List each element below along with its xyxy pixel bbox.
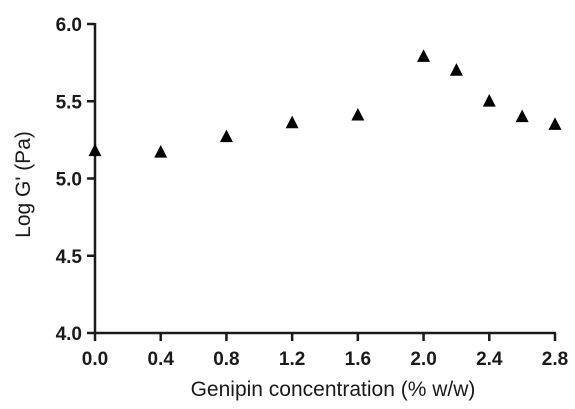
x-tick-label: 0.0 bbox=[82, 349, 108, 370]
y-tick-label: 5.0 bbox=[56, 170, 82, 191]
x-tick-label: 0.4 bbox=[148, 349, 175, 370]
data-point bbox=[219, 129, 233, 143]
data-point bbox=[154, 145, 168, 158]
data-point bbox=[482, 94, 496, 107]
x-tick-label: 2.0 bbox=[410, 349, 436, 370]
x-tick-label: 2.4 bbox=[476, 349, 503, 370]
x-tick-label: 1.2 bbox=[279, 349, 305, 370]
data-point bbox=[548, 117, 562, 130]
data-point bbox=[351, 107, 365, 121]
data-point bbox=[449, 63, 463, 76]
y-axis-title: Log G' (Pa) bbox=[12, 131, 35, 238]
data-points bbox=[88, 49, 562, 158]
x-axis-title: Genipin concentration (% w/w) bbox=[191, 378, 476, 401]
y-tick-label: 4.0 bbox=[56, 324, 82, 345]
axes bbox=[93, 23, 556, 335]
y-tick-label: 4.5 bbox=[56, 247, 83, 268]
y-tick-label: 6.0 bbox=[56, 15, 82, 36]
y-tick-label: 5.5 bbox=[56, 92, 83, 113]
y-ticks: 4.0 4.5 5.0 5.5 6.0 bbox=[56, 15, 95, 345]
x-tick-label: 2.8 bbox=[542, 349, 568, 370]
data-point bbox=[417, 49, 431, 62]
data-point bbox=[515, 109, 529, 123]
x-tick-label: 0.8 bbox=[213, 349, 239, 370]
x-tick-label: 1.6 bbox=[345, 349, 371, 370]
data-point bbox=[285, 115, 299, 129]
x-ticks: 0.0 0.4 0.8 1.2 1.6 2.0 2.4 2.8 bbox=[82, 333, 568, 370]
data-point bbox=[88, 143, 102, 157]
